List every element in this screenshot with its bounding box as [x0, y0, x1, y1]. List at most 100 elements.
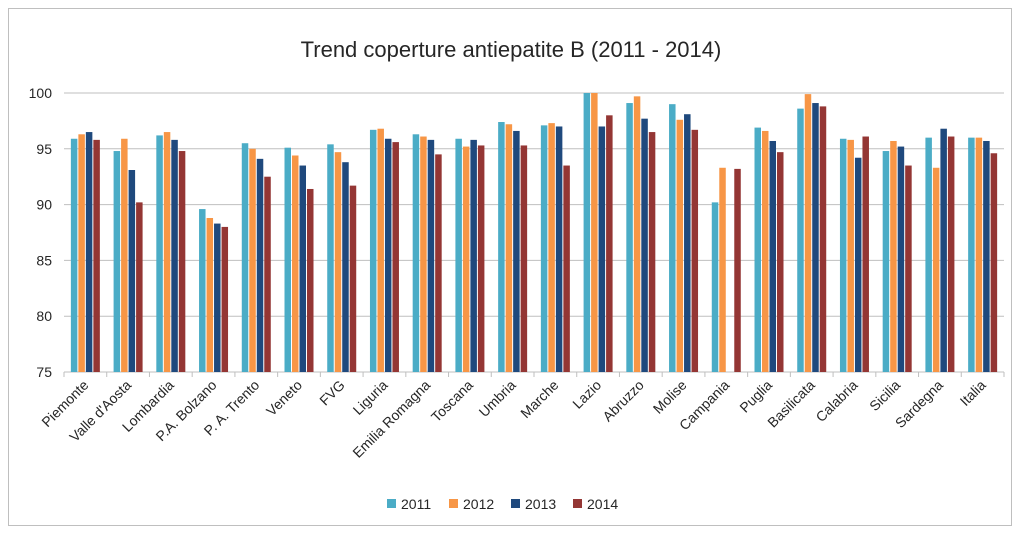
bar-2013-8 — [428, 140, 435, 372]
bar-2012-18 — [847, 140, 854, 372]
chart-svg: Trend coperture antiepatite B (2011 - 20… — [9, 9, 1013, 527]
bar-2013-3 — [214, 224, 221, 372]
bar-2014-16 — [777, 152, 784, 372]
bar-2014-15 — [734, 169, 741, 372]
bar-2014-14 — [692, 130, 699, 372]
legend-label-2012: 2012 — [463, 496, 494, 512]
bar-2014-5 — [307, 189, 314, 372]
bar-2012-15 — [719, 168, 726, 372]
bar-2011-14 — [669, 104, 676, 372]
y-tick-label: 85 — [36, 252, 52, 268]
bar-2011-0 — [71, 139, 78, 372]
bar-2012-16 — [762, 131, 769, 372]
x-tick-label: Sicilia — [866, 377, 903, 414]
bar-2013-1 — [129, 170, 136, 372]
bar-2013-6 — [342, 162, 349, 372]
bar-2012-4 — [249, 149, 256, 372]
bar-2012-21 — [976, 138, 983, 372]
x-tick-label: Italia — [957, 377, 989, 409]
bar-2012-7 — [377, 129, 384, 372]
bar-2011-20 — [925, 138, 932, 372]
bar-2014-17 — [820, 106, 827, 372]
bar-2013-7 — [385, 139, 392, 372]
bar-2014-8 — [435, 154, 442, 372]
y-tick-label: 100 — [29, 85, 53, 101]
bar-2012-20 — [933, 168, 940, 372]
bar-2011-8 — [413, 134, 420, 372]
bar-2012-1 — [121, 139, 128, 372]
bar-2014-0 — [93, 140, 100, 372]
y-axis: 75 80 85 90 95 100 — [29, 85, 53, 380]
x-tick-label: Abruzzo — [599, 377, 647, 425]
bar-2012-19 — [890, 141, 897, 372]
y-tick-label: 95 — [36, 141, 52, 157]
x-tick-label: Emilia Romagna — [349, 377, 433, 461]
bar-2013-21 — [983, 141, 990, 372]
x-tick-label: Molise — [650, 377, 690, 417]
x-tick-label: Lazio — [569, 377, 604, 412]
legend-swatch-2011 — [387, 499, 396, 508]
bar-2013-9 — [470, 140, 477, 372]
bar-2014-7 — [392, 142, 399, 372]
bar-2013-20 — [940, 129, 947, 372]
x-tick-label: Marche — [517, 377, 561, 421]
y-tick-label: 80 — [36, 308, 52, 324]
bar-2011-11 — [541, 125, 548, 372]
bar-2014-10 — [521, 145, 528, 372]
bar-2013-10 — [513, 131, 520, 372]
bar-2014-18 — [862, 137, 869, 372]
bar-2014-19 — [905, 166, 912, 372]
bar-2014-13 — [649, 132, 656, 372]
chart-frame: Trend coperture antiepatite B (2011 - 20… — [8, 8, 1012, 526]
legend-swatch-2012 — [449, 499, 458, 508]
bar-2013-5 — [300, 166, 307, 372]
bar-2011-19 — [883, 151, 890, 372]
bar-2012-3 — [207, 218, 214, 372]
bar-2013-16 — [770, 141, 777, 372]
bar-2012-12 — [591, 93, 598, 372]
x-tick-label: Umbria — [476, 377, 519, 420]
bar-2013-4 — [257, 159, 264, 372]
bar-2014-4 — [264, 177, 271, 372]
bar-2014-11 — [563, 166, 570, 372]
bar-2014-1 — [136, 202, 143, 372]
y-tick-label: 75 — [36, 364, 52, 380]
x-tick-label: Basilicata — [764, 377, 818, 431]
bar-2012-14 — [677, 120, 684, 372]
x-tick-label: Liguria — [350, 377, 391, 418]
bar-2011-7 — [370, 130, 377, 372]
bar-2013-12 — [599, 126, 606, 372]
bar-2014-12 — [606, 115, 613, 372]
legend-label-2013: 2013 — [525, 496, 556, 512]
legend-swatch-2014 — [573, 499, 582, 508]
x-tick-label: Veneto — [263, 377, 305, 419]
x-tick-label: Puglia — [736, 377, 775, 416]
bar-2012-5 — [292, 155, 299, 372]
bars-layer — [71, 93, 997, 372]
legend-swatch-2013 — [511, 499, 520, 508]
bar-2013-13 — [641, 119, 648, 372]
bar-2012-8 — [420, 137, 427, 372]
x-tick-label: Calabria — [812, 377, 860, 425]
bar-2014-3 — [222, 227, 229, 372]
bar-2011-18 — [840, 139, 847, 372]
bar-2013-19 — [898, 147, 905, 372]
bar-2014-2 — [179, 151, 186, 372]
bar-2012-10 — [506, 124, 513, 372]
bar-2013-18 — [855, 158, 862, 372]
bar-2013-14 — [684, 114, 691, 372]
bar-2013-11 — [556, 126, 563, 372]
bar-2011-15 — [712, 202, 719, 372]
bar-2011-3 — [199, 209, 206, 372]
legend-label-2014: 2014 — [587, 496, 618, 512]
bar-2011-17 — [797, 109, 804, 372]
bar-2013-0 — [86, 132, 93, 372]
bar-2014-20 — [948, 137, 955, 372]
bar-2012-13 — [634, 96, 641, 372]
bar-2012-0 — [78, 134, 85, 372]
x-tick-label: Toscana — [428, 377, 476, 425]
bar-2011-1 — [114, 151, 121, 372]
bar-2012-9 — [463, 147, 470, 372]
legend: 2011 2012 2013 2014 — [387, 496, 618, 512]
